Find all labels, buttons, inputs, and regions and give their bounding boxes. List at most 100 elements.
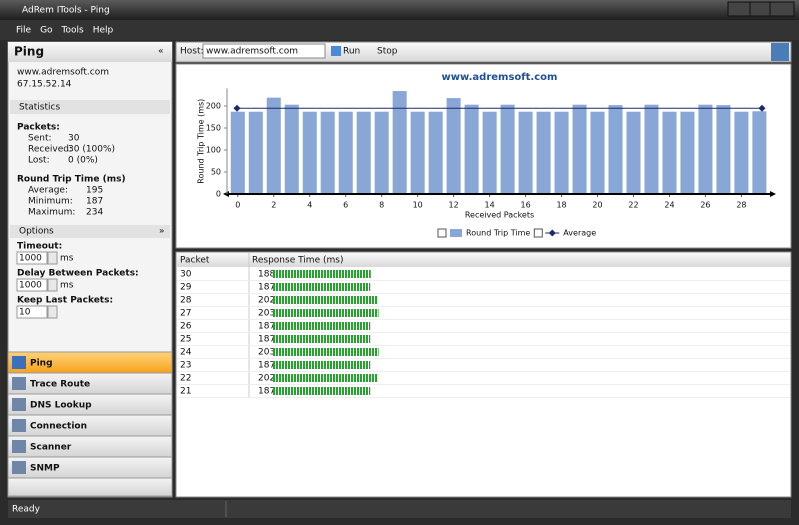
y-tick-label: 50: [211, 168, 221, 177]
packet-number: 26: [180, 322, 192, 332]
value: 187: [86, 197, 103, 207]
host-input[interactable]: [202, 43, 326, 59]
response-time: 203: [258, 309, 275, 319]
legend-swatch: [450, 229, 462, 237]
value: 195: [86, 186, 103, 196]
label: Round Trip Time (ms): [17, 175, 126, 185]
section-title: Options: [19, 227, 54, 237]
bar: [464, 104, 479, 194]
x-tick-label: 26: [700, 201, 710, 210]
maximize-button[interactable]: [749, 1, 771, 17]
run-icon: [331, 46, 341, 56]
x-tick-label: 6: [343, 201, 348, 210]
x-tick-label: 28: [736, 201, 746, 210]
bar: [590, 111, 605, 194]
bar: [356, 111, 371, 194]
nav-label: Connection: [30, 422, 87, 432]
y-tick-label: 200: [206, 102, 221, 111]
menu-item[interactable]: File: [16, 26, 32, 36]
x-tick-label: 16: [520, 201, 530, 210]
x-tick-label: 0: [235, 201, 240, 210]
x-tick-label: 14: [485, 201, 495, 210]
packet-number: 30: [180, 270, 192, 280]
menu-background: [0, 20, 799, 40]
side-title: Ping: [14, 45, 44, 59]
spinner[interactable]: [47, 305, 58, 319]
status-text: Ready: [12, 505, 41, 515]
value: 30: [68, 134, 80, 144]
legend-checkbox[interactable]: [533, 228, 543, 238]
unit: ms: [60, 254, 74, 264]
bar: [266, 97, 281, 194]
label: Lost:: [28, 156, 50, 166]
response-bar: [273, 322, 371, 330]
host-value: www.adremsoft.com: [206, 47, 298, 57]
bar: [392, 91, 407, 194]
section-header: [10, 225, 170, 238]
x-tick-label: 12: [449, 201, 459, 210]
expand-button[interactable]: »: [159, 227, 165, 237]
label: Timeout:: [17, 242, 62, 252]
title-bar: [0, 0, 799, 20]
value: 234: [86, 208, 103, 218]
column-header[interactable]: Response Time (ms): [252, 256, 343, 266]
response-time: 202: [258, 296, 275, 306]
unit: ms: [60, 281, 74, 291]
packet-number: 21: [180, 387, 191, 397]
response-bar: [273, 296, 379, 304]
bar: [536, 111, 551, 194]
section-header: [10, 100, 170, 114]
collapse-button[interactable]: «: [158, 47, 164, 57]
stop-button[interactable]: Stop: [377, 47, 398, 57]
nav-label: Ping: [30, 359, 53, 369]
delay-input[interactable]: [16, 278, 48, 292]
timeout-input[interactable]: [16, 251, 48, 265]
menu-item[interactable]: Tools: [61, 26, 84, 36]
table-header: [177, 253, 790, 267]
bar: [482, 111, 497, 194]
response-time: 187: [258, 387, 275, 397]
input-value: 1000: [19, 281, 42, 291]
label: Packets:: [17, 123, 60, 133]
menu-item[interactable]: Go: [40, 26, 53, 36]
keep-input[interactable]: [16, 305, 48, 319]
bar: [518, 111, 533, 194]
bar: [338, 111, 353, 194]
menu-item[interactable]: Help: [93, 26, 114, 36]
nav-footer: [7, 477, 173, 497]
bar: [248, 111, 263, 194]
packet-number: 23: [180, 361, 191, 371]
close-button[interactable]: [769, 1, 795, 17]
y-tick-label: 0: [216, 190, 221, 199]
run-button[interactable]: Run: [343, 47, 360, 57]
legend-label: Average: [563, 229, 596, 238]
label: Minimum:: [28, 197, 73, 207]
legend-checkbox[interactable]: [437, 228, 447, 238]
minimize-button[interactable]: [727, 1, 751, 17]
label: Sent:: [28, 134, 52, 144]
x-tick-label: 18: [556, 201, 566, 210]
value: 30 (100%): [68, 145, 115, 155]
nav-label: DNS Lookup: [30, 401, 92, 411]
response-bar: [273, 335, 371, 343]
x-axis-label: Received Packets: [465, 211, 534, 220]
response-time: 187: [258, 322, 275, 332]
x-tick-label: 20: [592, 201, 602, 210]
column-header[interactable]: Packet: [180, 256, 210, 266]
input-value: 1000: [19, 254, 42, 264]
packet-number: 28: [180, 296, 192, 306]
packet-number: 29: [180, 283, 192, 293]
spinner[interactable]: [47, 278, 58, 292]
x-tick-label: 24: [664, 201, 674, 210]
bar: [374, 111, 389, 194]
response-bar: [273, 374, 379, 382]
bar: [662, 111, 677, 194]
status-bar: [8, 500, 791, 518]
response-bar: [273, 309, 379, 317]
response-bar: [273, 361, 371, 369]
bar: [500, 104, 515, 194]
y-tick-label: 150: [206, 124, 221, 133]
nav-label: SNMP: [30, 464, 60, 474]
spinner[interactable]: [47, 251, 58, 265]
